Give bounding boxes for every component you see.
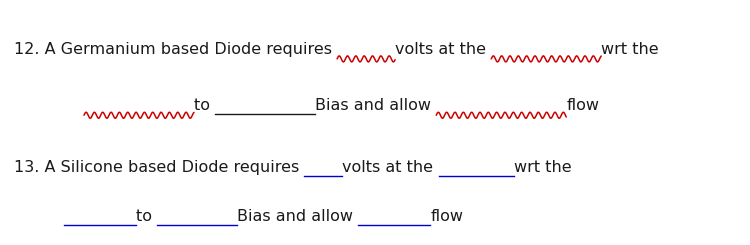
Text: Bias and allow: Bias and allow [237, 208, 358, 223]
Text: flow: flow [430, 208, 464, 223]
Text: 12. A Germanium based Diode requires: 12. A Germanium based Diode requires [14, 42, 338, 57]
Text: to: to [136, 208, 158, 223]
Text: wrt the: wrt the [514, 159, 572, 174]
Text: wrt the: wrt the [602, 42, 658, 57]
Text: to: to [194, 98, 215, 113]
Text: volts at the: volts at the [395, 42, 491, 57]
Text: flow: flow [566, 98, 599, 113]
Text: Bias and allow: Bias and allow [315, 98, 436, 113]
Text: 13. A Silicone based Diode requires: 13. A Silicone based Diode requires [14, 159, 304, 174]
Text: volts at the: volts at the [342, 159, 439, 174]
